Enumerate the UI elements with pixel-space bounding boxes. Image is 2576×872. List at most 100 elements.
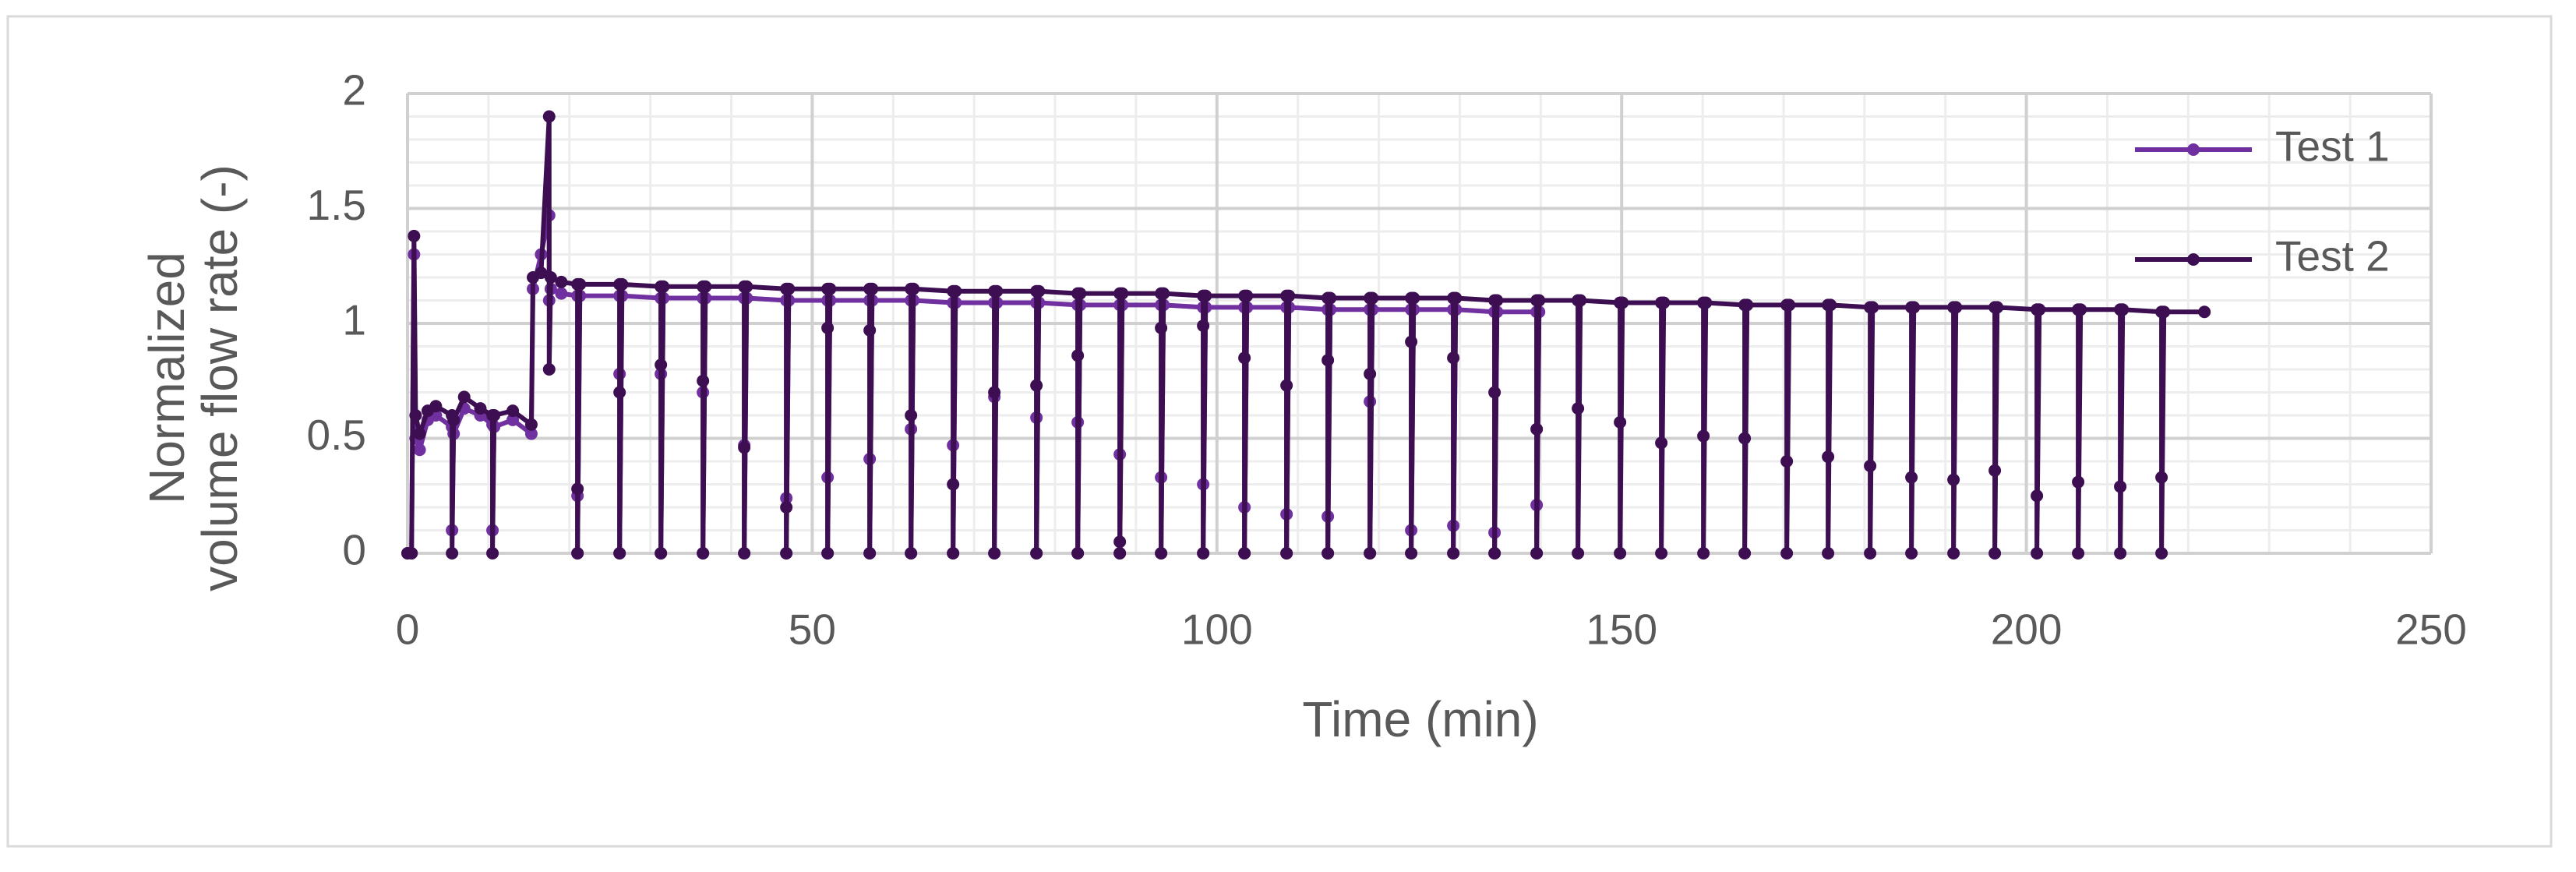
data-point: [1572, 402, 1585, 415]
data-point: [457, 390, 471, 404]
chart-frame: [6, 15, 2553, 848]
data-point: [2116, 303, 2130, 316]
data-point: [1113, 547, 1127, 560]
data-point: [1988, 464, 2002, 477]
data-point: [1614, 547, 1627, 560]
data-point: [405, 547, 418, 560]
data-point: [1197, 547, 1210, 560]
data-point: [1530, 422, 1544, 436]
grid: [406, 92, 2433, 555]
y-axis-title: Normalizedvolume flow rate (-): [139, 164, 248, 591]
data-point: [1366, 291, 1379, 305]
data-point: [699, 280, 712, 293]
legend-marker: [2187, 143, 2200, 156]
data-point: [740, 280, 753, 293]
data-point: [542, 363, 556, 376]
data-point: [1905, 547, 1918, 560]
data-point: [409, 409, 422, 422]
data-point: [821, 547, 835, 560]
data-point: [1822, 450, 1835, 464]
data-point: [1280, 379, 1293, 392]
data-point: [1488, 547, 1501, 560]
data-point: [571, 547, 584, 560]
data-point: [905, 409, 918, 422]
data-point: [947, 547, 960, 560]
series-line: [408, 114, 2205, 556]
data-point: [1655, 436, 1668, 450]
data-point: [866, 282, 879, 295]
data-point: [2155, 547, 2168, 560]
data-point: [613, 547, 626, 560]
data-point: [1155, 321, 1168, 334]
data-point: [1947, 547, 1960, 560]
data-point: [2031, 489, 2044, 503]
data-point: [1155, 547, 1168, 560]
data-point: [1738, 432, 1752, 445]
data-point: [1032, 284, 1046, 298]
data-point: [1157, 287, 1170, 300]
data-point: [429, 400, 443, 413]
data-point: [555, 287, 568, 300]
x-tick-label: 200: [1991, 605, 2063, 654]
data-point: [1074, 287, 1087, 300]
data-point: [1616, 296, 1629, 309]
data-point: [2158, 305, 2171, 319]
data-point: [1113, 535, 1127, 549]
data-point: [907, 282, 920, 295]
data-point: [863, 547, 877, 560]
legend-label: Test 1: [2275, 122, 2390, 171]
data-point: [1780, 547, 1794, 560]
data-point: [1822, 547, 1835, 560]
data-point: [1447, 547, 1460, 560]
data-point: [782, 282, 796, 295]
data-point: [542, 110, 556, 123]
data-point: [1741, 298, 1754, 312]
data-point: [738, 547, 751, 560]
data-point: [1657, 296, 1671, 309]
data-point: [1699, 296, 1713, 309]
data-point: [544, 271, 557, 284]
data-point: [1780, 455, 1794, 468]
data-point: [506, 413, 520, 426]
data-point: [1238, 351, 1251, 365]
data-point: [1614, 415, 1627, 429]
data-point: [657, 280, 670, 293]
data-point: [1697, 547, 1710, 560]
data-point: [2072, 547, 2085, 560]
y-axis-title-line: Normalized: [139, 252, 195, 504]
data-point: [1071, 349, 1085, 362]
data-point: [506, 404, 520, 418]
data-point: [738, 441, 751, 454]
x-tick-label: 150: [1586, 605, 1657, 654]
data-point: [1449, 291, 1463, 305]
data-point: [1199, 289, 1212, 302]
legend-marker: [2187, 253, 2200, 266]
data-point: [824, 282, 837, 295]
data-point: [616, 277, 629, 291]
data-point: [1322, 547, 1335, 560]
x-tick-label: 50: [789, 605, 836, 654]
data-point: [1907, 301, 1921, 314]
x-tick-label: 100: [1181, 605, 1253, 654]
data-point: [1364, 367, 1377, 380]
data-point: [697, 547, 710, 560]
data-point: [988, 547, 1001, 560]
data-point: [1197, 319, 1210, 332]
data-point: [2114, 547, 2127, 560]
data-point: [1030, 379, 1043, 392]
data-point: [697, 374, 710, 387]
data-point: [2031, 547, 2044, 560]
data-point: [863, 323, 877, 337]
data-point: [524, 427, 538, 440]
x-tick-label: 0: [396, 605, 420, 654]
data-point: [413, 443, 426, 457]
data-point: [1322, 354, 1335, 367]
data-point: [780, 547, 793, 560]
data-point: [2033, 303, 2046, 316]
data-point: [1866, 301, 1879, 314]
x-axis-title: Time (min): [1302, 691, 1538, 747]
y-axis-title-line: volume flow rate (-): [192, 164, 248, 591]
data-point: [486, 547, 499, 560]
data-point: [1824, 298, 1837, 312]
